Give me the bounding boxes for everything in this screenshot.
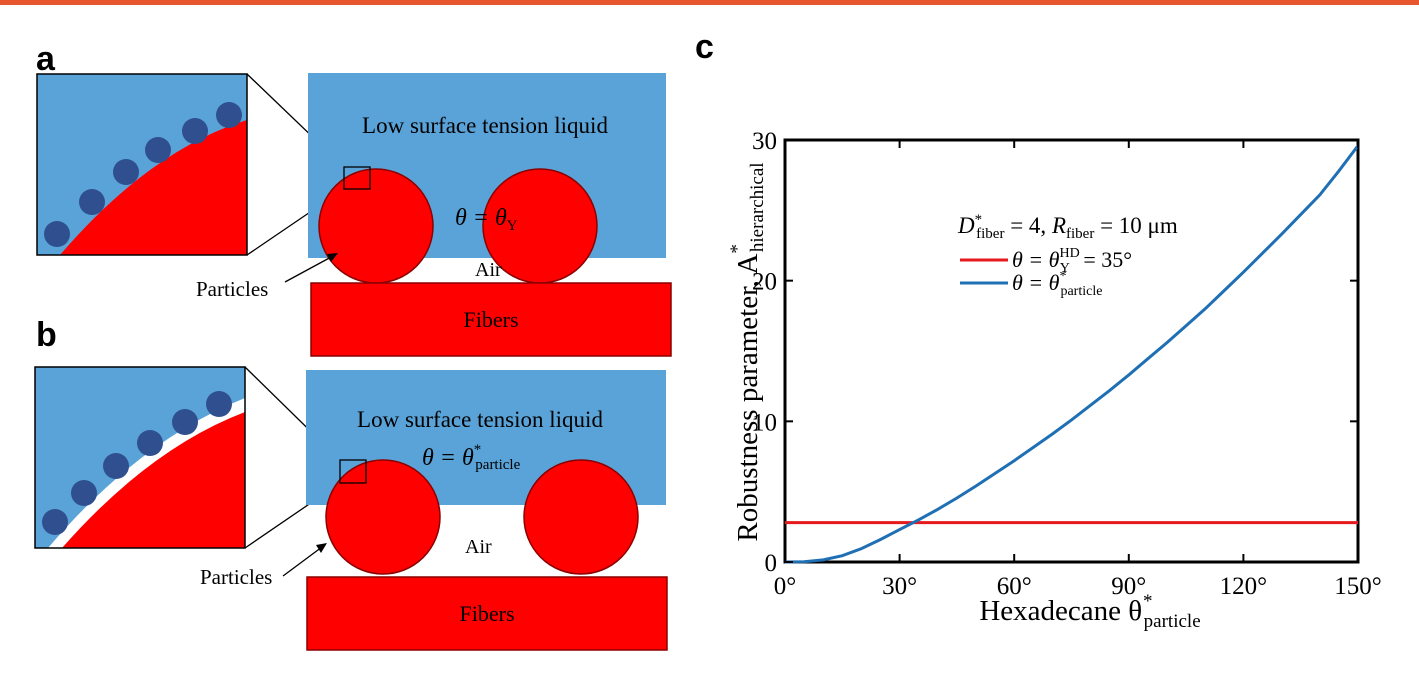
- particle-dot: [216, 102, 242, 128]
- air-label: Air: [475, 259, 502, 281]
- y-tick-label: 30: [752, 128, 777, 155]
- y-tick-label: 20: [752, 269, 777, 296]
- theta-label: θ = θ* particle: [422, 442, 521, 473]
- panel-b-zoom-inset: [35, 367, 245, 548]
- particle-dot: [71, 480, 97, 506]
- series-layer: [784, 144, 1360, 564]
- x-axis-label: Hexadecane θ* particle: [979, 591, 1200, 632]
- y-tick-label: 10: [752, 409, 777, 436]
- air-label: Air: [465, 536, 492, 558]
- fiber-circle: [325, 459, 441, 575]
- liquid-label: Low surface tension liquid: [362, 113, 608, 138]
- particle-dot: [206, 391, 232, 417]
- schematic-figure: Low surface tension liquid θ = θY Air Pa…: [34, 73, 672, 651]
- x-tick-label: 90°: [1111, 573, 1146, 600]
- particle-dot: [44, 221, 70, 247]
- panel-a-schematic: Low surface tension liquid θ = θY Air Pa…: [36, 73, 672, 357]
- x-tick-label: 60°: [997, 573, 1032, 600]
- particle-dot: [172, 409, 198, 435]
- particle-dot: [182, 118, 208, 144]
- particle-dot: [103, 453, 129, 479]
- particles-label: Particles: [200, 565, 272, 589]
- header-accent-bar: [0, 0, 1419, 5]
- chart-annotation: D* fiber = 4, Rfiber = 10 μm: [957, 212, 1178, 242]
- x-tick-label: 120°: [1220, 573, 1268, 600]
- x-tick-label: 30°: [882, 573, 917, 600]
- panel-b-schematic: Low surface tension liquid θ = θ* particl…: [34, 366, 668, 651]
- panel-letter-c: c: [695, 28, 714, 66]
- y-tick-label: 0: [765, 550, 778, 577]
- particle-dot: [113, 159, 139, 185]
- x-tick-label: 150°: [1334, 573, 1382, 600]
- panel-a-zoom-inset: [37, 74, 247, 255]
- fibers-label: Fibers: [464, 307, 519, 332]
- fiber-circle: [523, 459, 639, 575]
- theta-label: θ = θY: [455, 205, 518, 234]
- panel-letter-b: b: [36, 316, 57, 354]
- plot-area: [783, 138, 1360, 564]
- panel-letter-a: a: [36, 40, 55, 78]
- y-axis-label: Robustness parameter, A*hierarchical: [727, 162, 768, 541]
- particles-label: Particles: [196, 277, 268, 301]
- ticks-layer: 0° 30° 60° 90° 120° 150° 0 10 20 30: [752, 128, 1382, 600]
- legend-entry-red: θ = θHD Y = 35°: [1012, 246, 1132, 276]
- particle-dot: [42, 509, 68, 535]
- plot-frame: [783, 138, 1360, 564]
- fibers-base: [310, 282, 672, 357]
- fibers-label: Fibers: [460, 601, 515, 626]
- particle-dot: [137, 430, 163, 456]
- fibers-base: [306, 576, 668, 651]
- legend: θ = θHD Y = 35° θ = θ* particle: [960, 246, 1132, 299]
- liquid-label: Low surface tension liquid: [357, 407, 603, 432]
- x-tick-label: 0°: [774, 573, 797, 600]
- legend-entry-blue: θ = θ* particle: [1012, 269, 1102, 299]
- series-line-1: [784, 144, 1360, 564]
- particle-dot: [79, 189, 105, 215]
- particle-dot: [145, 137, 171, 163]
